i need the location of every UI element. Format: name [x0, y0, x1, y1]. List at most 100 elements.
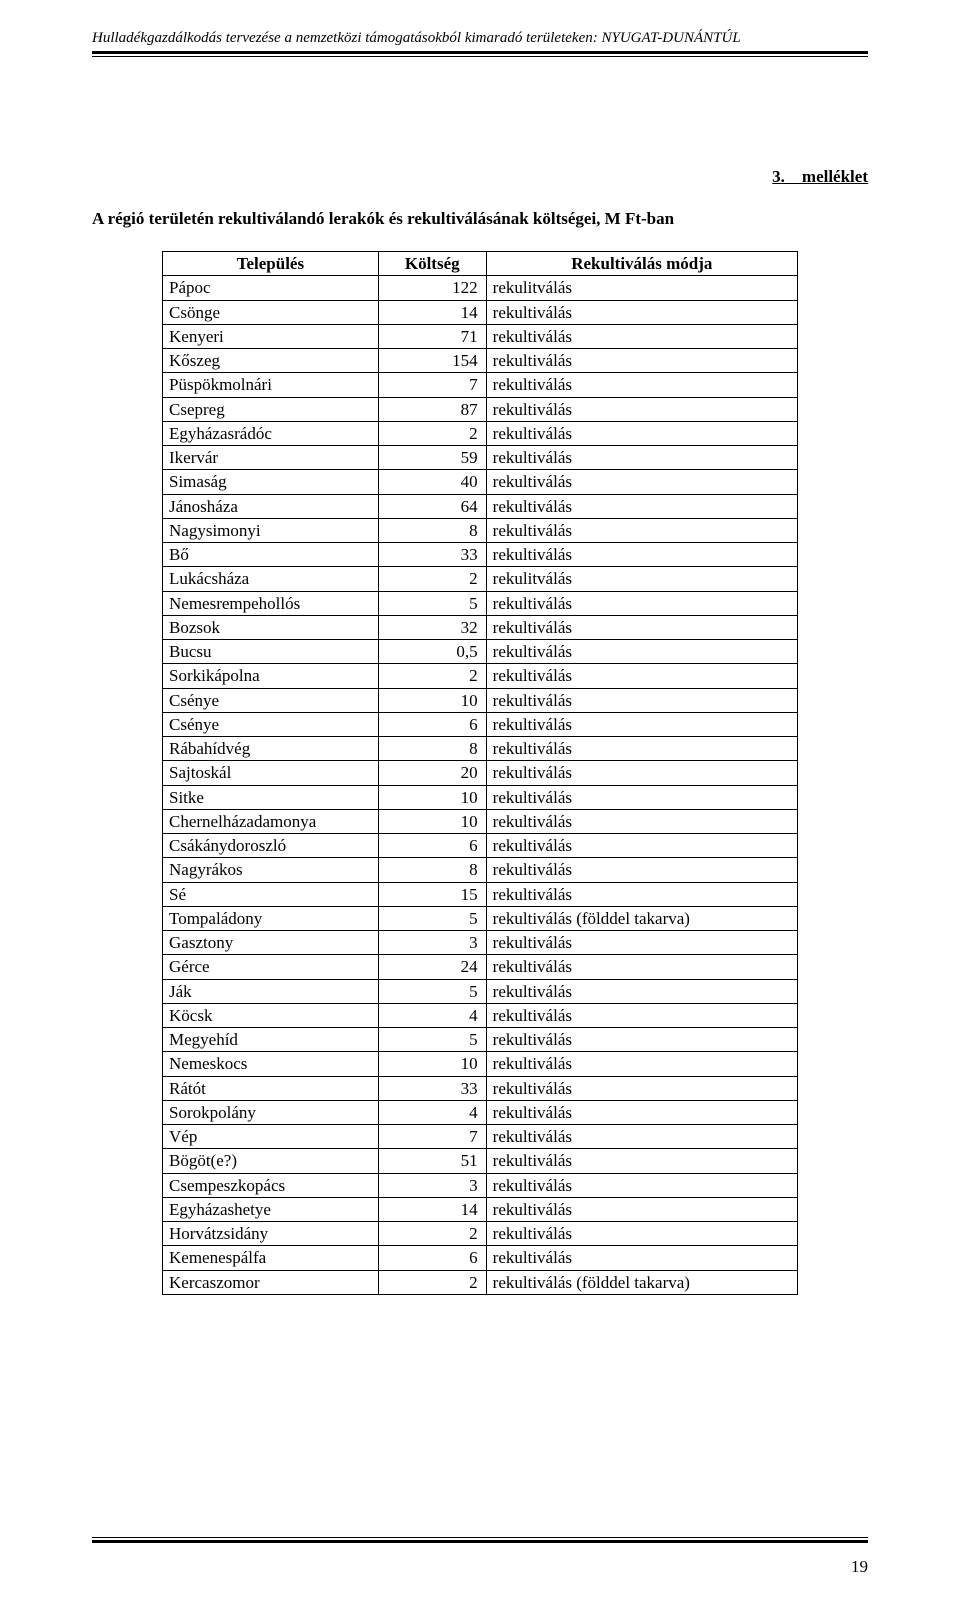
table-row: Bozsok32rekultiválás [163, 615, 798, 639]
cell-cost: 14 [378, 300, 486, 324]
page-footer: 19 [92, 1537, 868, 1577]
table-row: Püspökmolnári7rekultiválás [163, 373, 798, 397]
header-rule [92, 51, 868, 54]
cell-method: rekultiválás [486, 615, 797, 639]
cell-name: Rátót [163, 1076, 379, 1100]
cell-cost: 2 [378, 1222, 486, 1246]
cell-name: Egyházashetye [163, 1197, 379, 1221]
table-row: Nemeskocs10rekultiválás [163, 1052, 798, 1076]
cell-method: rekultiválás [486, 1028, 797, 1052]
cell-name: Pápoc [163, 276, 379, 300]
cell-cost: 10 [378, 1052, 486, 1076]
footer-rule [92, 1540, 868, 1543]
table-row: Bő33rekultiválás [163, 543, 798, 567]
cell-cost: 24 [378, 955, 486, 979]
table-row: Csempeszkopács3rekultiválás [163, 1173, 798, 1197]
cell-method: rekulitválás [486, 276, 797, 300]
table-row: Horvátzsidány2rekultiválás [163, 1222, 798, 1246]
cell-name: Nemesrempehollós [163, 591, 379, 615]
table-row: Rátót33rekultiválás [163, 1076, 798, 1100]
cell-cost: 10 [378, 809, 486, 833]
table-row: Ják5rekultiválás [163, 979, 798, 1003]
cell-name: Kemenespálfa [163, 1246, 379, 1270]
cell-method: rekultiválás [486, 1197, 797, 1221]
table-header-row: Település Költség Rekultiválás módja [163, 252, 798, 276]
cell-method: rekultiválás (földdel takarva) [486, 906, 797, 930]
cell-name: Csempeszkopács [163, 1173, 379, 1197]
cell-name: Bő [163, 543, 379, 567]
cell-method: rekultiválás [486, 446, 797, 470]
cell-method: rekultiválás [486, 1222, 797, 1246]
table-row: Jánosháza64rekultiválás [163, 494, 798, 518]
table-row: Csákánydoroszló6rekultiválás [163, 834, 798, 858]
cell-method: rekultiválás [486, 931, 797, 955]
cell-cost: 14 [378, 1197, 486, 1221]
cell-cost: 8 [378, 858, 486, 882]
cell-method: rekultiválás [486, 664, 797, 688]
cell-name: Ikervár [163, 446, 379, 470]
cell-method: rekultiválás [486, 858, 797, 882]
cell-method: rekultiválás [486, 737, 797, 761]
cell-cost: 59 [378, 446, 486, 470]
cell-name: Csákánydoroszló [163, 834, 379, 858]
cell-method: rekultiválás [486, 979, 797, 1003]
cell-cost: 6 [378, 712, 486, 736]
cell-method: rekultiválás [486, 373, 797, 397]
cell-cost: 32 [378, 615, 486, 639]
cell-method: rekultiválás [486, 397, 797, 421]
cell-cost: 5 [378, 1028, 486, 1052]
cell-method: rekultiválás [486, 1076, 797, 1100]
table-row: Gasztony3rekultiválás [163, 931, 798, 955]
cell-name: Megyehíd [163, 1028, 379, 1052]
cell-method: rekultiválás [486, 470, 797, 494]
cell-cost: 2 [378, 567, 486, 591]
table-row: Sajtoskál20rekultiválás [163, 761, 798, 785]
table-row: Nagysimonyi8rekultiválás [163, 518, 798, 542]
cell-name: Kenyeri [163, 324, 379, 348]
table-row: Bucsu0,5rekultiválás [163, 640, 798, 664]
attachment-label: 3. melléklet [92, 167, 868, 187]
col-header-method: Rekultiválás módja [486, 252, 797, 276]
cell-cost: 4 [378, 1100, 486, 1124]
cell-method: rekultiválás [486, 640, 797, 664]
cell-name: Horvátzsidány [163, 1222, 379, 1246]
cell-method: rekultiválás [486, 349, 797, 373]
cell-name: Sorkikápolna [163, 664, 379, 688]
cell-method: rekultiválás [486, 1003, 797, 1027]
cell-name: Kőszeg [163, 349, 379, 373]
cell-name: Chernelházadamonya [163, 809, 379, 833]
cell-name: Egyházasrádóc [163, 421, 379, 445]
cell-method: rekultiválás [486, 300, 797, 324]
col-header-name: Település [163, 252, 379, 276]
cell-method: rekultiválás [486, 1125, 797, 1149]
cell-cost: 7 [378, 1125, 486, 1149]
cell-name: Köcsk [163, 1003, 379, 1027]
cell-method: rekultiválás [486, 591, 797, 615]
cell-cost: 2 [378, 1270, 486, 1294]
cell-name: Csepreg [163, 397, 379, 421]
cell-cost: 3 [378, 1173, 486, 1197]
table-row: Tompaládony5rekultiválás (földdel takarv… [163, 906, 798, 930]
cell-name: Gérce [163, 955, 379, 979]
cell-cost: 5 [378, 591, 486, 615]
cell-cost: 51 [378, 1149, 486, 1173]
cell-method: rekultiválás [486, 1173, 797, 1197]
table-row: Csepreg87rekultiválás [163, 397, 798, 421]
cell-cost: 40 [378, 470, 486, 494]
table-row: Sé15rekultiválás [163, 882, 798, 906]
cell-method: rekultiválás [486, 1246, 797, 1270]
cell-cost: 7 [378, 373, 486, 397]
cell-name: Sitke [163, 785, 379, 809]
table-row: Simaság40rekultiválás [163, 470, 798, 494]
cell-name: Sé [163, 882, 379, 906]
cell-cost: 8 [378, 737, 486, 761]
cell-method: rekulitválás [486, 567, 797, 591]
table-row: Sitke10rekultiválás [163, 785, 798, 809]
cell-name: Gasztony [163, 931, 379, 955]
table-row: Kemenespálfa6rekultiválás [163, 1246, 798, 1270]
cell-method: rekultiválás [486, 882, 797, 906]
table-row: Kercaszomor2rekultiválás (földdel takarv… [163, 1270, 798, 1294]
cell-cost: 33 [378, 1076, 486, 1100]
cell-cost: 154 [378, 349, 486, 373]
cell-cost: 33 [378, 543, 486, 567]
